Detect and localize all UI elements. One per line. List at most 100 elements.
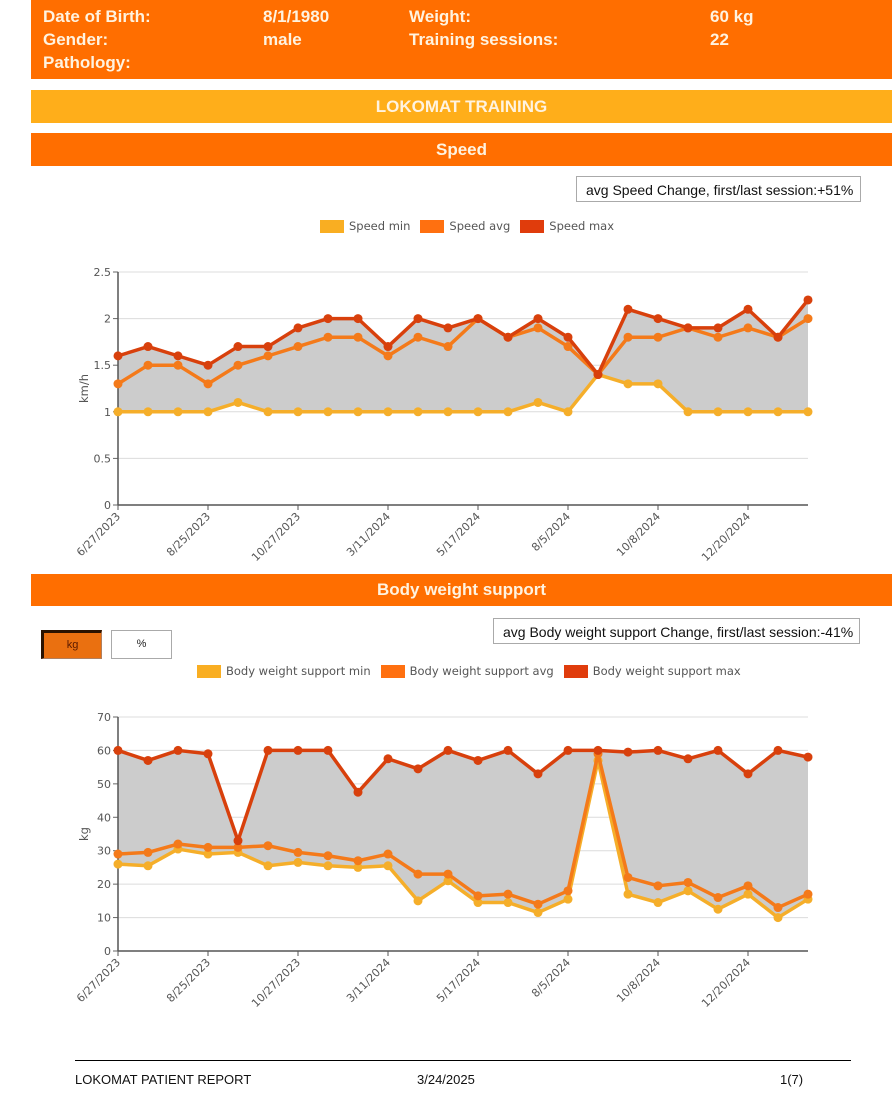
legend-item-speed-avg[interactable]: Speed avg	[420, 219, 510, 233]
bws-data-point-avg[interactable]	[413, 869, 423, 879]
speed-data-point-avg[interactable]	[383, 351, 393, 361]
speed-data-point-min[interactable]	[143, 407, 153, 417]
legend-item-bws-avg[interactable]: Body weight support avg	[380, 664, 554, 678]
bws-data-point-avg[interactable]	[263, 841, 273, 851]
bws-data-point-avg[interactable]	[653, 881, 663, 891]
bws-data-point-max[interactable]	[503, 745, 513, 755]
bws-data-point-min[interactable]	[773, 913, 783, 923]
speed-data-point-min[interactable]	[743, 407, 753, 417]
bws-data-point-max[interactable]	[653, 745, 663, 755]
speed-data-point-max[interactable]	[413, 314, 423, 324]
speed-data-point-min[interactable]	[653, 379, 663, 389]
bws-data-point-max[interactable]	[383, 754, 393, 764]
speed-data-point-avg[interactable]	[743, 323, 753, 333]
bws-data-point-max[interactable]	[143, 755, 153, 765]
speed-data-point-max[interactable]	[143, 342, 153, 352]
bws-data-point-avg[interactable]	[473, 891, 483, 901]
bws-data-point-avg[interactable]	[773, 903, 783, 913]
speed-data-point-avg[interactable]	[653, 332, 663, 342]
bws-data-point-avg[interactable]	[113, 849, 123, 859]
legend-item-speed-max[interactable]: Speed max	[520, 219, 614, 233]
speed-data-point-avg[interactable]	[323, 332, 333, 342]
bws-data-point-max[interactable]	[593, 745, 603, 755]
speed-data-point-max[interactable]	[713, 323, 723, 333]
bws-data-point-min[interactable]	[743, 889, 753, 899]
speed-data-point-max[interactable]	[203, 360, 213, 370]
speed-data-point-max[interactable]	[803, 295, 813, 305]
speed-data-point-max[interactable]	[113, 351, 123, 361]
speed-data-point-avg[interactable]	[623, 332, 633, 342]
speed-data-point-min[interactable]	[293, 407, 303, 417]
speed-data-point-max[interactable]	[383, 342, 393, 352]
speed-data-point-min[interactable]	[773, 407, 783, 417]
bws-data-point-max[interactable]	[353, 787, 363, 797]
bws-data-point-avg[interactable]	[803, 889, 813, 899]
speed-data-point-max[interactable]	[623, 304, 633, 314]
bws-data-point-max[interactable]	[683, 754, 693, 764]
bws-data-point-avg[interactable]	[683, 877, 693, 887]
speed-data-point-min[interactable]	[203, 407, 213, 417]
speed-data-point-min[interactable]	[413, 407, 423, 417]
speed-data-point-avg[interactable]	[443, 342, 453, 352]
bws-data-point-min[interactable]	[113, 859, 123, 869]
speed-data-point-avg[interactable]	[533, 323, 543, 333]
unit-kg-button[interactable]: kg	[41, 630, 102, 659]
legend-item-bws-max[interactable]: Body weight support max	[563, 664, 741, 678]
speed-data-point-min[interactable]	[173, 407, 183, 417]
bws-data-point-max[interactable]	[263, 745, 273, 755]
bws-data-point-min[interactable]	[473, 898, 483, 908]
speed-data-point-max[interactable]	[293, 323, 303, 333]
bws-data-point-max[interactable]	[233, 836, 243, 846]
speed-data-point-min[interactable]	[473, 407, 483, 417]
bws-data-point-max[interactable]	[773, 745, 783, 755]
bws-data-point-avg[interactable]	[503, 889, 513, 899]
speed-data-point-avg[interactable]	[803, 314, 813, 324]
bws-data-point-min[interactable]	[443, 876, 453, 886]
bws-data-point-avg[interactable]	[743, 881, 753, 891]
speed-data-point-avg[interactable]	[563, 342, 573, 352]
bws-data-point-avg[interactable]	[353, 856, 363, 866]
bws-data-point-max[interactable]	[713, 745, 723, 755]
speed-data-point-avg[interactable]	[353, 332, 363, 342]
speed-data-point-max[interactable]	[743, 304, 753, 314]
bws-data-point-min[interactable]	[323, 861, 333, 871]
speed-data-point-max[interactable]	[173, 351, 183, 361]
speed-data-point-avg[interactable]	[293, 342, 303, 352]
bws-data-point-min[interactable]	[653, 898, 663, 908]
speed-data-point-avg[interactable]	[203, 379, 213, 389]
bws-data-point-avg[interactable]	[323, 851, 333, 861]
bws-data-point-avg[interactable]	[143, 847, 153, 857]
speed-data-point-max[interactable]	[683, 323, 693, 333]
speed-data-point-min[interactable]	[803, 407, 813, 417]
speed-data-point-min[interactable]	[383, 407, 393, 417]
bws-data-point-max[interactable]	[203, 749, 213, 759]
bws-data-point-avg[interactable]	[713, 893, 723, 903]
speed-data-point-min[interactable]	[533, 397, 543, 407]
bws-data-point-max[interactable]	[533, 769, 543, 779]
bws-data-point-max[interactable]	[443, 745, 453, 755]
bws-data-point-max[interactable]	[473, 755, 483, 765]
speed-data-point-max[interactable]	[533, 314, 543, 324]
speed-data-point-max[interactable]	[233, 342, 243, 352]
speed-data-point-max[interactable]	[653, 314, 663, 324]
speed-data-point-min[interactable]	[353, 407, 363, 417]
bws-data-point-min[interactable]	[563, 894, 573, 904]
bws-data-point-min[interactable]	[683, 886, 693, 896]
bws-data-point-avg[interactable]	[293, 847, 303, 857]
speed-data-point-avg[interactable]	[113, 379, 123, 389]
bws-data-point-min[interactable]	[533, 908, 543, 918]
speed-data-point-max[interactable]	[443, 323, 453, 333]
speed-data-point-min[interactable]	[233, 397, 243, 407]
speed-data-point-max[interactable]	[473, 314, 483, 324]
bws-data-point-min[interactable]	[713, 904, 723, 914]
speed-data-point-min[interactable]	[713, 407, 723, 417]
speed-data-point-min[interactable]	[683, 407, 693, 417]
speed-data-point-min[interactable]	[503, 407, 513, 417]
bws-data-point-avg[interactable]	[173, 839, 183, 849]
legend-item-speed-min[interactable]: Speed min	[320, 219, 410, 233]
speed-data-point-max[interactable]	[353, 314, 363, 324]
bws-data-point-avg[interactable]	[563, 886, 573, 896]
speed-data-point-min[interactable]	[623, 379, 633, 389]
legend-item-bws-min[interactable]: Body weight support min	[197, 664, 371, 678]
bws-data-point-avg[interactable]	[623, 872, 633, 882]
